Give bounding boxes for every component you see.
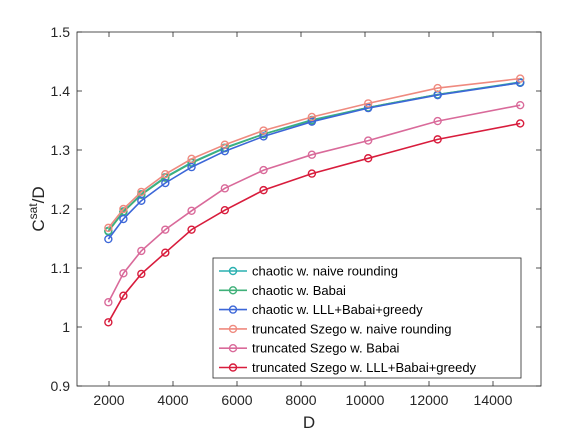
legend-item: truncated Szego w. Babai <box>219 341 400 356</box>
series-4 <box>104 74 525 233</box>
legend-box <box>212 257 522 379</box>
legend-swatch-marker <box>228 286 238 295</box>
legend-item: chaotic w. Babai <box>219 283 346 298</box>
series-line <box>107 81 521 240</box>
y-axis-label: Csat/D <box>26 186 48 231</box>
x-tick-label: 12000 <box>410 392 449 408</box>
legend-label: truncated Szego w. Babai <box>252 341 400 356</box>
y-axis-label-sup: sat <box>26 203 40 220</box>
data-point <box>307 112 317 122</box>
data-point <box>259 132 268 141</box>
data-point <box>516 119 525 128</box>
y-tick-label: 1.5 <box>51 24 71 40</box>
axis-ticks: 2000 4000 6000 8000 10000 12000 14000 0.9 1 1.1 1.… <box>51 24 541 408</box>
series-line <box>107 104 521 303</box>
legend-item: truncated Szego w. naive rounding <box>219 321 451 336</box>
legend-swatch-marker <box>228 305 238 314</box>
legend: chaotic w. naive rounding chaotic w. Baba… <box>212 257 522 379</box>
x-tick-label: 2000 <box>93 392 124 408</box>
data-point <box>187 206 196 215</box>
data-point <box>104 234 113 244</box>
data-point <box>119 214 128 224</box>
x-tick-label: 8000 <box>285 392 316 408</box>
series-3 <box>104 78 525 244</box>
legend-item: chaotic w. LLL+Babai+greedy <box>219 302 423 317</box>
y-axis-label-tail: /D <box>29 186 48 203</box>
data-point <box>187 225 196 234</box>
data-point <box>259 165 268 175</box>
legend-label: chaotic w. Babai <box>252 283 346 298</box>
data-point <box>364 103 373 113</box>
data-point <box>161 178 170 188</box>
legend-swatch-marker <box>228 324 238 334</box>
data-point <box>119 204 128 214</box>
x-axis-label: D <box>303 413 315 432</box>
data-point <box>119 269 128 278</box>
y-tick-label: 1.3 <box>51 142 71 158</box>
x-tick-label: 10000 <box>346 392 385 408</box>
data-point <box>187 162 196 172</box>
series-line <box>107 122 521 323</box>
series-6 <box>104 119 525 327</box>
data-point <box>119 291 128 300</box>
data-point <box>220 205 230 215</box>
y-tick-label: 0.9 <box>51 378 71 394</box>
data-point <box>433 116 442 126</box>
data-point <box>161 248 170 257</box>
data-point <box>220 140 230 149</box>
data-point <box>161 225 170 234</box>
data-point <box>137 196 146 205</box>
data-point <box>516 74 525 83</box>
y-tick-label: 1.2 <box>51 201 71 217</box>
legend-item: chaotic w. naive rounding <box>219 264 398 279</box>
y-tick-label: 1.1 <box>51 260 71 276</box>
y-axis-label-main: C <box>29 219 48 231</box>
legend-swatch-marker <box>228 363 238 372</box>
data-point <box>307 117 317 126</box>
legend-item: truncated Szego w. LLL+Babai+greedy <box>219 360 477 375</box>
series-line <box>107 77 521 229</box>
data-point <box>104 223 113 233</box>
data-point <box>220 184 230 193</box>
data-point <box>137 187 146 197</box>
data-point <box>259 126 268 135</box>
data-point <box>364 99 373 108</box>
data-point <box>259 185 268 195</box>
legend-label: chaotic w. naive rounding <box>252 264 398 279</box>
data-point <box>104 318 113 327</box>
data-point <box>516 100 525 110</box>
data-point <box>364 136 373 145</box>
data-point <box>364 154 373 163</box>
series-group <box>104 74 525 327</box>
data-point <box>187 154 196 164</box>
data-point <box>307 169 317 178</box>
data-point <box>137 246 146 256</box>
legend-swatch-marker <box>228 344 238 353</box>
x-tick-label: 4000 <box>157 392 188 408</box>
data-point <box>433 135 442 144</box>
x-tick-label: 14000 <box>474 392 513 408</box>
series-5 <box>104 100 525 307</box>
data-point <box>137 269 146 279</box>
data-point <box>161 169 170 179</box>
data-point <box>307 150 317 159</box>
legend-label: chaotic w. LLL+Babai+greedy <box>252 302 423 317</box>
x-tick-label: 6000 <box>221 392 252 408</box>
y-tick-label: 1 <box>62 319 70 335</box>
legend-label: truncated Szego w. LLL+Babai+greedy <box>252 360 477 375</box>
data-point <box>433 83 442 93</box>
data-point <box>104 298 113 307</box>
y-tick-label: 1.4 <box>51 83 71 99</box>
legend-label: truncated Szego w. naive rounding <box>252 321 451 336</box>
legend-swatch-marker <box>228 266 238 276</box>
